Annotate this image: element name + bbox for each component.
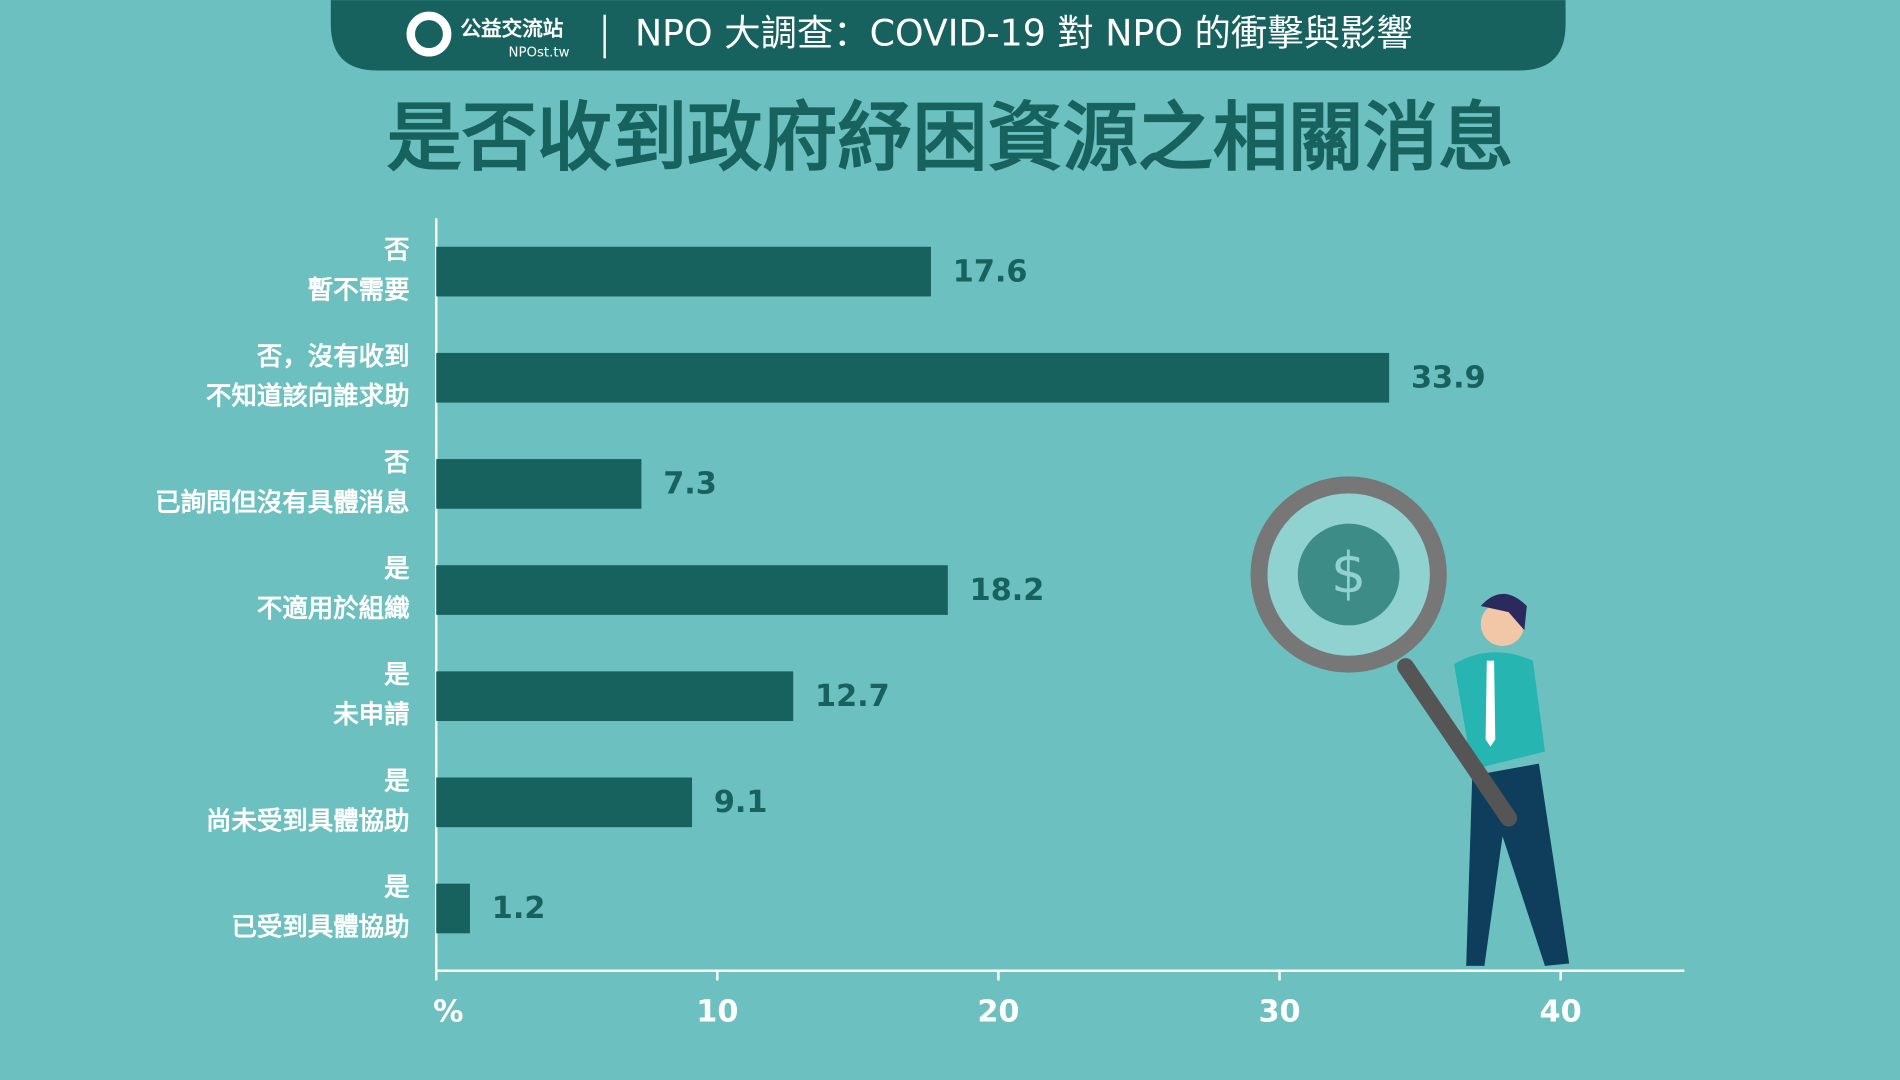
y-tick-label: 已詢問但沒有具體消息 (155, 487, 409, 517)
bar (436, 883, 470, 934)
y-tick-label: 是 (384, 659, 410, 689)
bar (436, 246, 931, 297)
value-label: 12.7 (815, 679, 890, 714)
bar (436, 671, 794, 722)
y-tick-label: 是 (384, 553, 410, 583)
header-title: NPO 大調查：COVID-19 對 NPO 的衝擊與影響 (635, 11, 1413, 54)
bar (436, 565, 948, 615)
x-tick-label: 20 (977, 995, 1019, 1030)
y-tick-label: 尚未受到具體協助 (206, 805, 410, 835)
x-tick-label: 40 (1540, 995, 1582, 1030)
bar (436, 777, 693, 828)
value-label: 33.9 (1411, 360, 1486, 395)
y-tick-label: 暫不需要 (308, 275, 410, 305)
y-tick-label: 否 (383, 447, 410, 477)
y-tick-label: 已受到具體協助 (231, 911, 409, 941)
value-label: 1.2 (492, 891, 546, 926)
y-tick-label: 不適用於組織 (257, 593, 410, 623)
bar (436, 352, 1390, 403)
y-tick-label: 是 (384, 765, 410, 795)
value-label: 17.6 (953, 254, 1028, 289)
illustration: $ (1250, 476, 1570, 966)
value-label: 18.2 (970, 573, 1045, 608)
value-label: 9.1 (714, 785, 768, 820)
y-tick-label: 是 (384, 871, 410, 901)
x-tick-label: 30 (1258, 995, 1300, 1030)
bar (436, 459, 642, 509)
y-tick-label: 不知道該向誰求助 (206, 381, 410, 411)
chart-title: 是否收到政府紓困資源之相關消息 (387, 94, 1514, 182)
header-bar (330, 0, 1566, 71)
svg-text:$: $ (1331, 541, 1366, 606)
x-tick-label: % (433, 995, 463, 1030)
logo-url: NPOst.tw (509, 45, 570, 60)
logo-text: 公益交流站 (460, 16, 563, 40)
logo-icon (406, 11, 452, 57)
y-tick-label: 否，沒有收到 (256, 341, 410, 371)
x-tick-label: 10 (696, 995, 738, 1030)
value-label: 7.3 (663, 467, 717, 502)
y-tick-label: 否 (383, 235, 410, 265)
y-tick-label: 未申請 (333, 699, 409, 729)
